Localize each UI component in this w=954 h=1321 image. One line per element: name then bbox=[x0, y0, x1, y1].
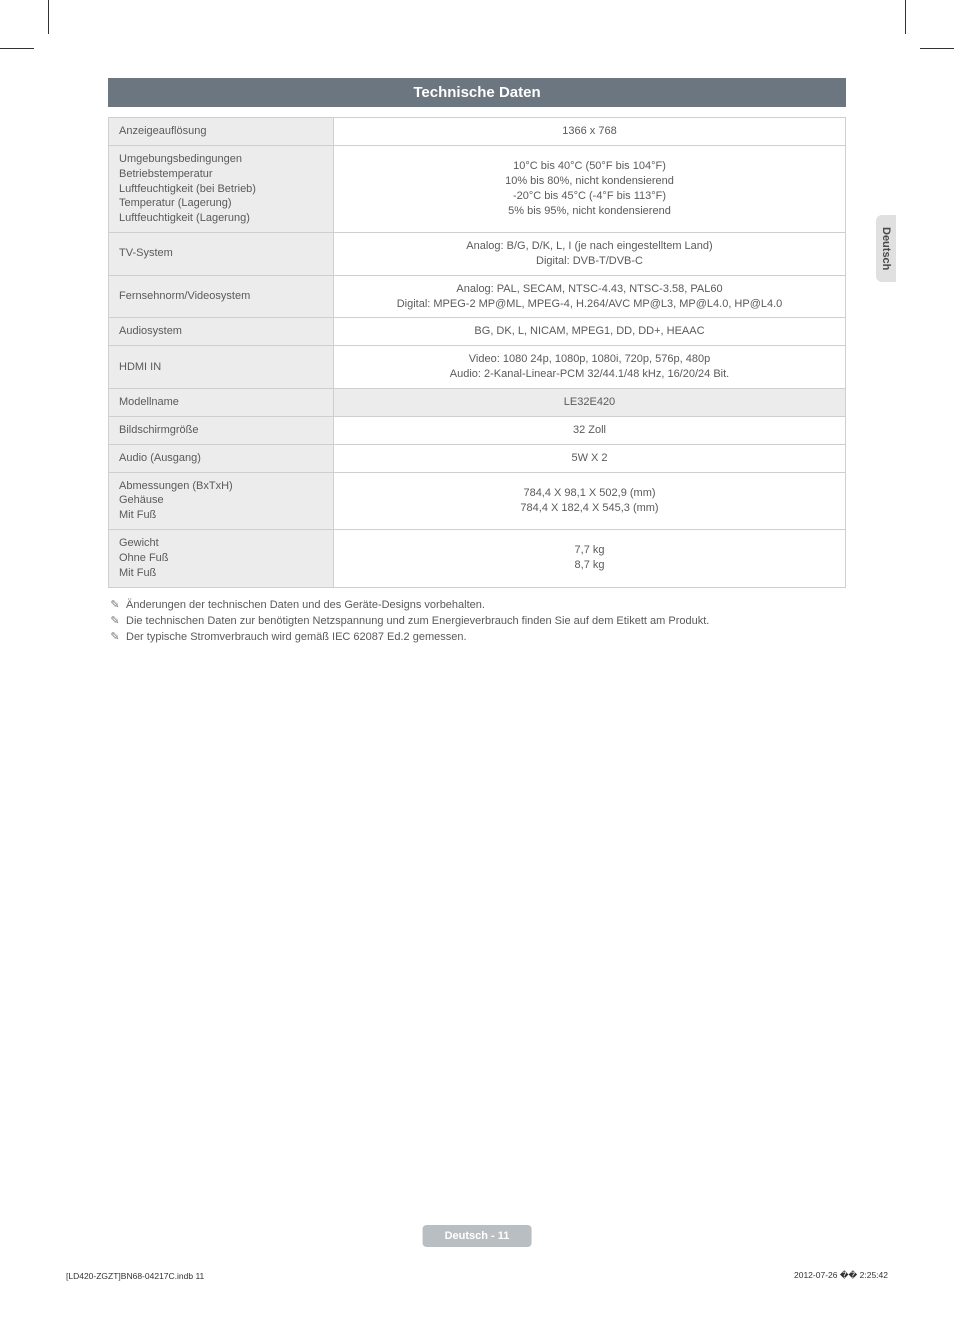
spec-value: 5W X 2 bbox=[334, 444, 846, 472]
crop-mark bbox=[920, 48, 954, 49]
spec-value: 7,7 kg8,7 kg bbox=[334, 530, 846, 588]
spec-value: Analog: PAL, SECAM, NTSC-4.43, NTSC-3.58… bbox=[334, 275, 846, 318]
table-row: Audio (Ausgang)5W X 2 bbox=[109, 444, 846, 472]
spec-label: UmgebungsbedingungenBetriebstemperaturLu… bbox=[109, 145, 334, 232]
note-icon: ✎ bbox=[108, 630, 122, 643]
spec-table: Anzeigeauflösung1366 x 768Umgebungsbedin… bbox=[108, 117, 846, 588]
note-line: ✎ Die technischen Daten zur benötigten Ne… bbox=[108, 614, 846, 627]
notes-block: ✎ Änderungen der technischen Daten und de… bbox=[108, 598, 846, 643]
spec-label: Fernsehnorm/Videosystem bbox=[109, 275, 334, 318]
table-row: ModellnameLE32E420 bbox=[109, 388, 846, 416]
table-row: GewichtOhne FußMit Fuß7,7 kg8,7 kg bbox=[109, 530, 846, 588]
table-row: Abmessungen (BxTxH)GehäuseMit Fuß784,4 X… bbox=[109, 472, 846, 530]
spec-label: HDMI IN bbox=[109, 346, 334, 389]
spec-label: Anzeigeauflösung bbox=[109, 118, 334, 146]
table-row: HDMI INVideo: 1080 24p, 1080p, 1080i, 72… bbox=[109, 346, 846, 389]
note-line: ✎ Änderungen der technischen Daten und de… bbox=[108, 598, 846, 611]
spec-label: Audiosystem bbox=[109, 318, 334, 346]
spec-label: GewichtOhne FußMit Fuß bbox=[109, 530, 334, 588]
spec-label: TV-System bbox=[109, 233, 334, 276]
language-tab: Deutsch bbox=[876, 215, 896, 282]
spec-label: Modellname bbox=[109, 388, 334, 416]
spec-label: Audio (Ausgang) bbox=[109, 444, 334, 472]
spec-value: 784,4 X 98,1 X 502,9 (mm)784,4 X 182,4 X… bbox=[334, 472, 846, 530]
table-row: Anzeigeauflösung1366 x 768 bbox=[109, 118, 846, 146]
spec-label: Bildschirmgröße bbox=[109, 416, 334, 444]
page-content: Technische Daten Anzeigeauflösung1366 x … bbox=[108, 78, 846, 646]
footer-right-text: 2012-07-26 �� 2:25:42 bbox=[794, 1270, 888, 1281]
table-row: AudiosystemBG, DK, L, NICAM, MPEG1, DD, … bbox=[109, 318, 846, 346]
spec-value: Video: 1080 24p, 1080p, 1080i, 720p, 576… bbox=[334, 346, 846, 389]
spec-label: Abmessungen (BxTxH)GehäuseMit Fuß bbox=[109, 472, 334, 530]
table-row: UmgebungsbedingungenBetriebstemperaturLu… bbox=[109, 145, 846, 232]
note-icon: ✎ bbox=[108, 598, 122, 611]
page-footer-pill: Deutsch - 11 bbox=[423, 1225, 532, 1247]
spec-value: 32 Zoll bbox=[334, 416, 846, 444]
crop-mark bbox=[905, 0, 906, 34]
crop-mark bbox=[48, 0, 49, 34]
spec-value: LE32E420 bbox=[334, 388, 846, 416]
spec-value: BG, DK, L, NICAM, MPEG1, DD, DD+, HEAAC bbox=[334, 318, 846, 346]
spec-value: 10°C bis 40°C (50°F bis 104°F)10% bis 80… bbox=[334, 145, 846, 232]
crop-mark bbox=[0, 48, 34, 49]
footer-left-text: [LD420-ZGZT]BN68-04217C.indb 11 bbox=[66, 1271, 204, 1281]
table-row: Fernsehnorm/VideosystemAnalog: PAL, SECA… bbox=[109, 275, 846, 318]
note-text: Die technischen Daten zur benötigten Net… bbox=[126, 615, 709, 627]
spec-value: 1366 x 768 bbox=[334, 118, 846, 146]
table-row: Bildschirmgröße32 Zoll bbox=[109, 416, 846, 444]
spec-value: Analog: B/G, D/K, L, I (je nach eingeste… bbox=[334, 233, 846, 276]
table-row: TV-SystemAnalog: B/G, D/K, L, I (je nach… bbox=[109, 233, 846, 276]
note-icon: ✎ bbox=[108, 614, 122, 627]
note-text: Der typische Stromverbrauch wird gemäß I… bbox=[126, 631, 467, 643]
note-line: ✎ Der typische Stromverbrauch wird gemäß … bbox=[108, 630, 846, 643]
note-text: Änderungen der technischen Daten und des… bbox=[126, 599, 485, 611]
section-header: Technische Daten bbox=[108, 78, 846, 107]
